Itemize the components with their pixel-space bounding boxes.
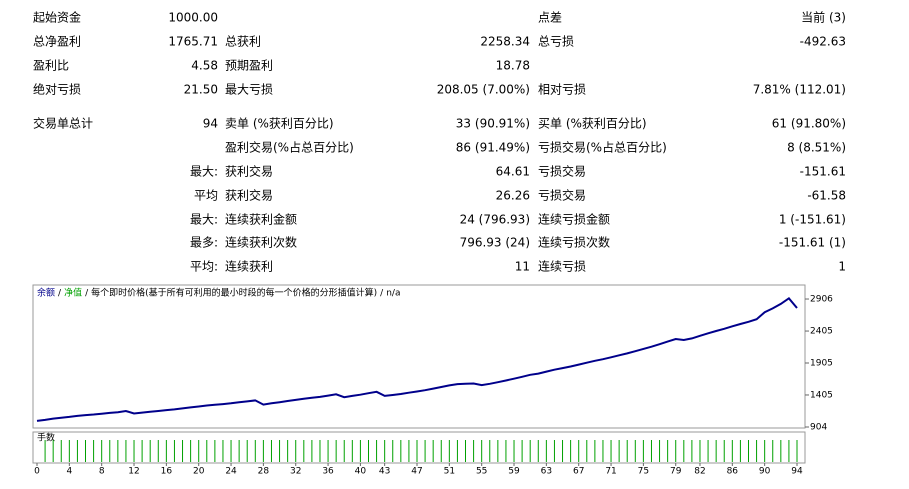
x-tick-label: 8 xyxy=(99,467,105,477)
x-tick-label: 0 xyxy=(34,467,40,477)
stat-value: 24 (796.93) xyxy=(460,213,530,227)
x-tick-label: 90 xyxy=(759,467,771,477)
x-tick-label: 67 xyxy=(573,467,584,477)
x-tick-label: 47 xyxy=(411,467,422,477)
legend-item: / xyxy=(380,289,384,299)
stat-value: 11 xyxy=(515,260,530,274)
stat-label: 最多: xyxy=(190,236,218,250)
x-tick-label: 94 xyxy=(791,467,803,477)
x-tick-label: 24 xyxy=(225,467,237,477)
x-tick-label: 63 xyxy=(541,467,552,477)
x-tick-label: 75 xyxy=(638,467,649,477)
stat-label: 交易单总计 xyxy=(33,116,93,131)
stat-label: 亏损交易(%占总百分比) xyxy=(538,140,667,155)
stat-label: 获利交易 xyxy=(225,164,273,179)
legend-item: 余额 xyxy=(37,287,55,299)
volume-title: 手数 xyxy=(37,432,55,444)
stat-label: 最大: xyxy=(190,213,218,227)
stat-label: 亏损交易 xyxy=(538,188,586,203)
stat-value: 796.93 (24) xyxy=(460,236,530,250)
x-tick-label: 4 xyxy=(66,467,72,477)
stat-value: 7.81% (112.01) xyxy=(753,83,846,97)
stat-value: 当前 (3) xyxy=(801,10,846,25)
y-tick-label: 2405 xyxy=(810,327,833,337)
x-tick-label: 55 xyxy=(476,467,487,477)
stat-value: 8 (8.51%) xyxy=(787,141,846,155)
x-tick-label: 59 xyxy=(508,467,520,477)
stat-label: 连续亏损次数 xyxy=(538,235,610,250)
stat-label: 起始资金 xyxy=(33,10,81,25)
y-tick-label: 904 xyxy=(810,423,827,433)
stat-value: 1 (-151.61) xyxy=(779,213,846,227)
stat-label: 盈利交易(%占总百分比) xyxy=(225,140,354,155)
x-tick-label: 82 xyxy=(694,467,705,477)
stat-label: 连续亏损 xyxy=(538,259,586,274)
x-tick-label: 20 xyxy=(193,467,205,477)
stat-value: 208.05 (7.00%) xyxy=(437,83,530,97)
stat-value: -151.61 (1) xyxy=(779,236,846,250)
stat-value: 1 xyxy=(838,260,846,274)
stat-value: -151.61 xyxy=(800,165,846,179)
stat-value: 2258.34 xyxy=(480,35,530,49)
balance-line xyxy=(36,296,798,422)
stat-label: 盈利比 xyxy=(33,59,69,73)
stat-value: 61 (91.80%) xyxy=(772,117,846,131)
stat-value: 4.58 xyxy=(191,59,218,73)
x-tick-label: 28 xyxy=(258,467,270,477)
stat-label: 连续亏损金额 xyxy=(538,212,610,227)
stat-label: 卖单 (%获利百分比) xyxy=(225,117,334,131)
stat-label: 点差 xyxy=(538,11,562,25)
y-tick-label: 1405 xyxy=(810,390,833,400)
x-tick-label: 32 xyxy=(290,467,301,477)
x-tick-label: 79 xyxy=(670,467,682,477)
stat-label: 最大: xyxy=(190,165,218,179)
volume-frame xyxy=(32,431,806,464)
x-tick-label: 51 xyxy=(444,467,455,477)
x-tick-label: 12 xyxy=(128,467,139,477)
x-tick-label: 43 xyxy=(379,467,390,477)
stat-value: 64.61 xyxy=(496,165,530,179)
stat-label: 获利交易 xyxy=(225,188,273,203)
stat-label: 相对亏损 xyxy=(538,83,586,97)
legend-item: / xyxy=(58,289,62,299)
stat-value: 86 (91.49%) xyxy=(456,141,530,155)
stat-label: 最大亏损 xyxy=(225,83,273,97)
y-tick-label: 2906 xyxy=(810,295,833,305)
stat-value: 18.78 xyxy=(496,59,530,73)
chart-frame xyxy=(32,284,806,429)
stat-label: 预期盈利 xyxy=(225,59,273,73)
stat-value: 21.50 xyxy=(184,83,218,97)
stat-label: 连续获利次数 xyxy=(225,235,297,250)
stat-label: 平均: xyxy=(190,260,218,274)
legend-item: 净值 xyxy=(64,287,82,299)
stat-label: 总亏损 xyxy=(538,35,574,49)
stat-value: 33 (90.91%) xyxy=(456,117,530,131)
stat-label: 平均 xyxy=(194,189,218,203)
legend-item: 每个即时价格(基于所有可利用的最小时段的每一个价格的分形插值计算) xyxy=(91,287,377,299)
stat-label: 总净盈利 xyxy=(33,35,81,49)
stat-value: 94 xyxy=(203,117,218,131)
stat-value: 26.26 xyxy=(496,189,530,203)
x-tick-label: 36 xyxy=(322,467,334,477)
stat-value: 1765.71 xyxy=(168,35,218,49)
legend-item: n/a xyxy=(386,289,400,299)
stat-label: 连续获利 xyxy=(225,259,273,274)
stat-label: 亏损交易 xyxy=(538,164,586,179)
stat-value: -492.63 xyxy=(800,35,846,49)
stat-value: -61.58 xyxy=(807,189,846,203)
x-tick-label: 86 xyxy=(727,467,739,477)
legend-item: / xyxy=(85,289,89,299)
stat-label: 买单 (%获利百分比) xyxy=(538,117,647,131)
x-tick-label: 40 xyxy=(355,467,367,477)
stat-label: 总获利 xyxy=(225,35,261,49)
stat-label: 连续获利金额 xyxy=(225,212,297,227)
stat-value: 1000.00 xyxy=(168,11,218,25)
stat-label: 绝对亏损 xyxy=(33,82,81,97)
x-tick-label: 71 xyxy=(605,467,616,477)
y-tick-label: 1905 xyxy=(810,359,833,369)
x-tick-label: 16 xyxy=(161,467,173,477)
